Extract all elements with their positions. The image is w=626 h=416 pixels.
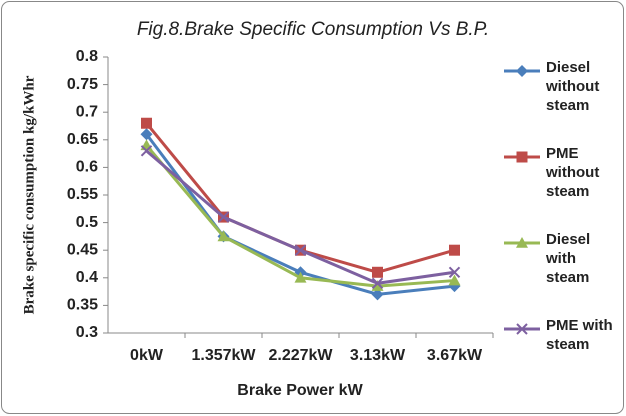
y-tick-label: 0.8 [76,48,98,65]
y-tick-label: 0.5 [76,214,98,231]
marker [217,230,230,242]
legend-entry: Diesel without steam [502,58,620,144]
legend-label: Diesel with steam [546,231,591,286]
legend-label: PME with steam [546,317,613,353]
x-tick-label: 3.67kW [427,347,483,364]
y-tick-label: 0.7 [76,103,98,120]
legend: Diesel without steam PME without steam Die… [502,58,620,402]
legend-entry: PME without steam [502,144,620,230]
legend-key [504,65,540,77]
legend-key [504,151,540,163]
marker [449,244,460,256]
marker [217,211,230,223]
marker [448,274,461,286]
y-tick-label: 0.3 [76,324,98,341]
marker [141,117,152,129]
y-tick-label: 0.65 [67,131,98,148]
y-tick-label: 0.4 [76,269,98,286]
marker [516,323,528,335]
marker [371,288,384,301]
marker [140,128,153,141]
marker [516,237,528,248]
y-tick-label: 0.45 [67,241,98,258]
marker [140,145,153,157]
y-tick-label: 0.35 [67,297,98,314]
x-tick-label: 1.357kW [191,347,256,364]
marker [294,271,307,283]
marker [371,277,384,290]
marker [371,280,384,291]
legend-entry: Diesel with steam [502,230,620,316]
y-axis-label: Brake specific consumption kg/kWhr [21,75,37,314]
legend-label: PME without steam [546,145,600,200]
legend-entry: PME with steam [502,316,620,402]
legend-key [504,323,540,335]
y-tick-label: 0.75 [67,76,98,93]
marker [372,266,383,278]
marker [516,65,528,77]
legend-key [504,237,540,248]
x-tick-label: 0kW [130,347,164,364]
marker [294,244,307,256]
chart-title: Fig.8.Brake Specific Consumption Vs B.P. [137,19,489,40]
x-tick-label: 3.13kW [350,347,406,364]
y-tick-label: 0.6 [76,159,98,176]
x-tick-label: 2.227kW [268,347,333,364]
y-tick-label: 0.55 [67,186,98,203]
marker [448,266,461,278]
legend-label: Diesel without steam [546,59,600,114]
x-axis-label: Brake Power kW [237,382,363,399]
marker [516,151,528,163]
